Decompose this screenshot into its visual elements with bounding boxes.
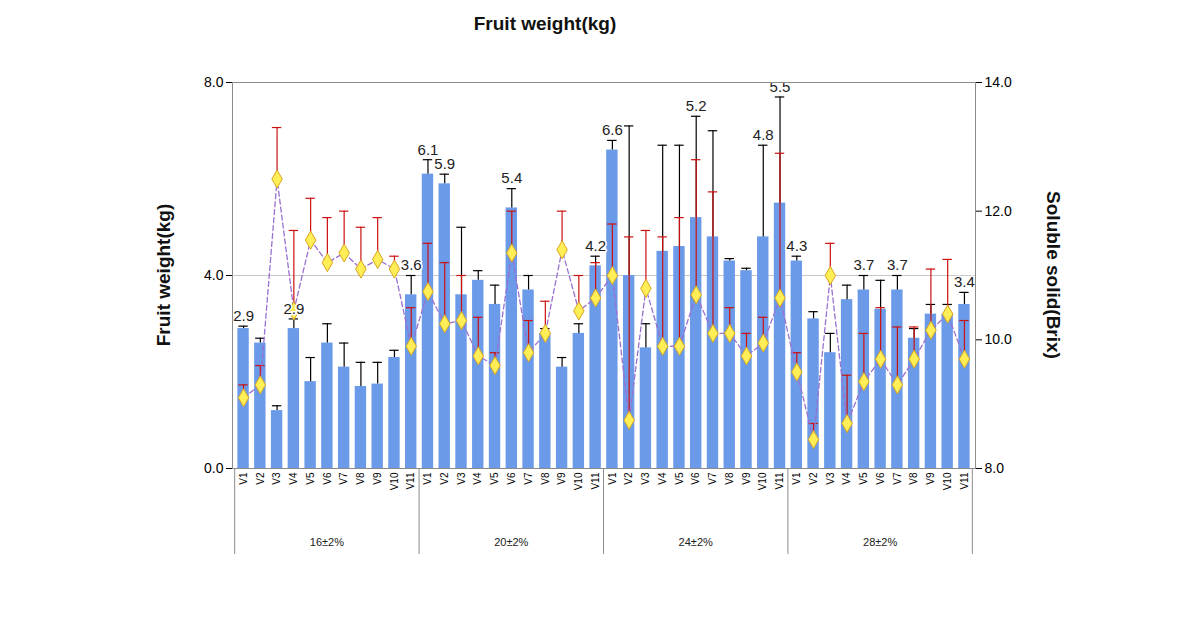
svg-text:V2: V2 [255,472,266,485]
svg-text:V8: V8 [724,472,735,485]
svg-text:V1: V1 [791,472,802,485]
svg-text:14.0: 14.0 [985,74,1012,90]
svg-text:4.8: 4.8 [753,126,774,143]
svg-text:28±2%: 28±2% [863,536,897,548]
svg-text:V6: V6 [506,472,517,485]
svg-text:V1: V1 [607,472,618,485]
svg-text:V2: V2 [623,472,634,485]
svg-text:6.6: 6.6 [602,121,623,138]
svg-text:V10: V10 [942,472,953,490]
svg-text:V9: V9 [372,472,383,485]
svg-text:V10: V10 [757,472,768,490]
svg-text:3.4: 3.4 [954,273,975,290]
svg-text:V11: V11 [405,472,416,489]
svg-text:2.9: 2.9 [283,300,304,317]
svg-text:V7: V7 [523,472,534,485]
svg-text:V5: V5 [674,472,685,485]
svg-text:3.7: 3.7 [887,256,908,273]
svg-text:Fruit weight(kg): Fruit weight(kg) [153,204,174,346]
svg-text:8.0: 8.0 [204,74,224,90]
svg-text:V7: V7 [338,472,349,485]
svg-text:5.9: 5.9 [434,155,455,172]
svg-text:V9: V9 [925,472,936,485]
svg-text:V3: V3 [456,472,467,485]
svg-text:V4: V4 [288,472,299,485]
svg-text:V8: V8 [540,472,551,485]
svg-text:V3: V3 [825,472,836,485]
svg-text:V3: V3 [271,472,282,485]
svg-text:4.3: 4.3 [786,237,807,254]
svg-text:V5: V5 [858,472,869,485]
svg-text:V8: V8 [355,472,366,485]
svg-text:8.0: 8.0 [985,460,1005,476]
svg-text:V6: V6 [875,472,886,485]
svg-text:V1: V1 [238,472,249,485]
svg-text:20±2%: 20±2% [494,536,528,548]
svg-text:5.4: 5.4 [501,169,522,186]
svg-text:V2: V2 [439,472,450,485]
svg-text:V11: V11 [959,472,970,489]
svg-text:V6: V6 [690,472,701,485]
svg-text:V5: V5 [489,472,500,485]
svg-text:V2: V2 [808,472,819,485]
html-text:Fruit weight(kg): Fruit weight(kg) [473,13,617,34]
svg-text:2.9: 2.9 [233,307,254,324]
svg-text:5.5: 5.5 [770,78,791,95]
svg-text:4.0: 4.0 [204,267,224,283]
svg-text:V9: V9 [556,472,567,485]
svg-text:V4: V4 [472,472,483,485]
svg-text:V4: V4 [657,472,668,485]
svg-text:5.2: 5.2 [686,97,707,114]
svg-text:V9: V9 [741,472,752,485]
svg-text:3.7: 3.7 [853,256,874,273]
svg-text:V6: V6 [322,472,333,485]
svg-text:6.1: 6.1 [417,140,439,158]
svg-text:V4: V4 [841,472,852,485]
svg-text:V3: V3 [640,472,651,485]
svg-text:12.0: 12.0 [985,203,1012,219]
svg-text:V11: V11 [590,472,601,489]
svg-text:V10: V10 [389,472,400,490]
svg-text:Soluble solid(Brix): Soluble solid(Brix) [1043,191,1064,359]
svg-text:V10: V10 [573,472,584,490]
svg-text:V5: V5 [305,472,316,485]
svg-text:V7: V7 [892,472,903,485]
svg-text:10.0: 10.0 [985,331,1012,347]
svg-text:4.2: 4.2 [585,237,606,254]
svg-text:V1: V1 [422,472,433,485]
svg-text:V8: V8 [908,472,919,485]
svg-text:V11: V11 [774,472,785,489]
svg-text:24±2%: 24±2% [679,536,713,548]
svg-text:0.0: 0.0 [204,460,224,476]
svg-text:V7: V7 [707,472,718,485]
svg-text:3.6: 3.6 [401,256,422,273]
svg-text:16±2%: 16±2% [310,536,344,548]
